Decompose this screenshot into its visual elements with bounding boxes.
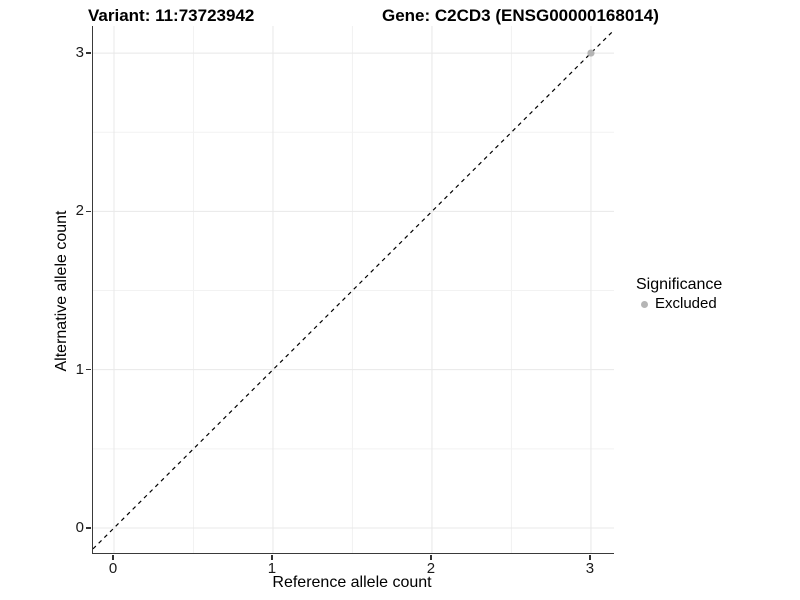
x-tick-mark [589,554,591,560]
plot-panel [92,26,614,554]
y-tick-label: 2 [75,202,84,220]
plot-title-gene: Gene: C2CD3 (ENSG00000168014) [382,6,659,25]
y-tick-mark [85,527,91,529]
identity-dashed-line [93,29,614,550]
y-axis-title: Alternative allele count [53,210,70,372]
x-tick-label: 3 [585,560,595,577]
legend-item-excluded: Excluded [636,295,722,313]
y-tick-label: 3 [75,44,84,62]
legend-title: Significance [636,276,723,293]
x-tick-label: 2 [426,560,436,577]
y-tick-label: 1 [75,360,84,378]
plot-title-variant: Variant: 11:73723942 [88,6,255,25]
y-tick-mark [85,210,91,213]
legend-key [636,296,653,313]
x-axis-title: Reference allele count [272,574,432,591]
excluded-point-icon [641,300,648,308]
x-tick-label: 0 [108,560,118,577]
x-tick-mark [112,554,114,560]
legend-item-label: Excluded [655,295,717,312]
data-point-excluded [587,49,595,57]
y-tick-mark [85,52,91,54]
x-tick-mark [271,554,273,560]
x-tick-mark [430,554,432,560]
legend: Significance Excluded [636,275,722,313]
x-tick-label: 1 [267,560,277,577]
y-tick-mark [85,368,91,371]
y-tick-label: 0 [75,518,84,536]
plot-area-svg [93,26,614,553]
